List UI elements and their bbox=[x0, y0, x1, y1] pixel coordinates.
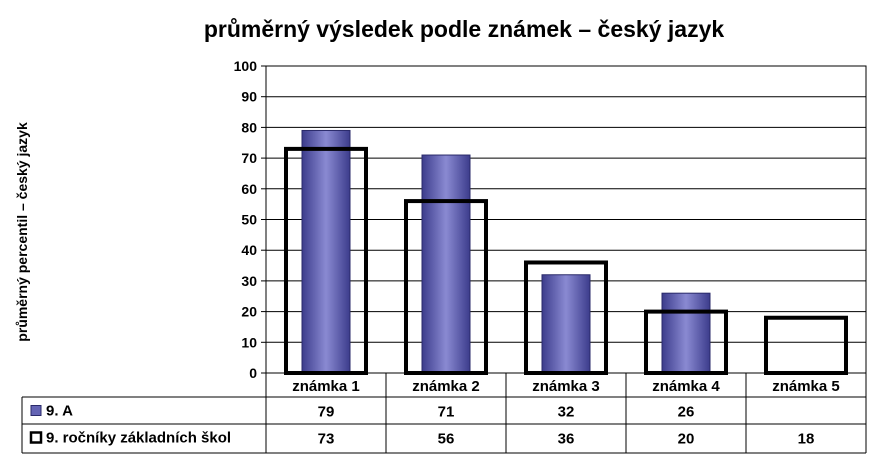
data-label: 18 bbox=[798, 431, 815, 448]
legend-swatch-9-rocniky bbox=[29, 431, 43, 444]
data-label: 36 bbox=[558, 431, 575, 448]
bar-9-rocniky bbox=[404, 199, 488, 375]
y-tick-label: 50 bbox=[241, 212, 257, 228]
data-label: 73 bbox=[318, 431, 335, 448]
data-label: 71 bbox=[438, 404, 455, 421]
bar-9-rocniky bbox=[284, 146, 368, 375]
x-tick-label: známka 2 bbox=[412, 378, 480, 395]
x-tick-label: známka 4 bbox=[652, 378, 720, 395]
bar-9a bbox=[661, 292, 711, 374]
y-tick-labels: 0 10 20 30 40 50 60 70 80 90 100 bbox=[234, 58, 258, 381]
data-label: 56 bbox=[438, 431, 455, 448]
data-table: známka 1 známka 2 známka 3 známka 4 známka 5… bbox=[21, 373, 867, 454]
y-tick-label: 80 bbox=[241, 119, 257, 135]
bar-9-rocniky bbox=[764, 315, 848, 375]
bar-9a bbox=[541, 274, 591, 374]
bar-9a bbox=[421, 154, 471, 374]
bars bbox=[284, 129, 848, 376]
legend-swatch-9a bbox=[30, 405, 42, 416]
y-tick-label: 40 bbox=[241, 242, 257, 258]
y-tick-label: 90 bbox=[241, 89, 257, 105]
y-tick-label: 30 bbox=[241, 273, 257, 289]
data-label: 32 bbox=[558, 404, 575, 421]
y-tick-label: 70 bbox=[241, 150, 257, 166]
y-tick-label: 20 bbox=[241, 304, 257, 320]
y-tick-label: 60 bbox=[241, 181, 257, 197]
y-tick-label: 100 bbox=[234, 58, 258, 74]
bar-9a bbox=[301, 129, 351, 374]
data-label: 20 bbox=[678, 431, 695, 448]
bar-9-rocniky bbox=[644, 309, 728, 376]
x-tick-label: známka 5 bbox=[772, 378, 840, 395]
legend-label: 9. ročníky základních škol bbox=[46, 430, 231, 447]
data-label: 79 bbox=[318, 404, 335, 421]
y-axis-label: průměrný percentil – český jazyk bbox=[14, 122, 30, 342]
y-tick-label: 0 bbox=[249, 365, 257, 381]
legend-label: 9. A bbox=[46, 403, 73, 420]
x-tick-label: známka 3 bbox=[532, 378, 600, 395]
bar-9-rocniky bbox=[524, 260, 608, 376]
chart-title: průměrný výsledek podle známek – český j… bbox=[204, 16, 725, 42]
y-tick-label: 10 bbox=[241, 334, 257, 350]
x-tick-label: známka 1 bbox=[292, 378, 360, 395]
data-label: 26 bbox=[678, 404, 695, 421]
